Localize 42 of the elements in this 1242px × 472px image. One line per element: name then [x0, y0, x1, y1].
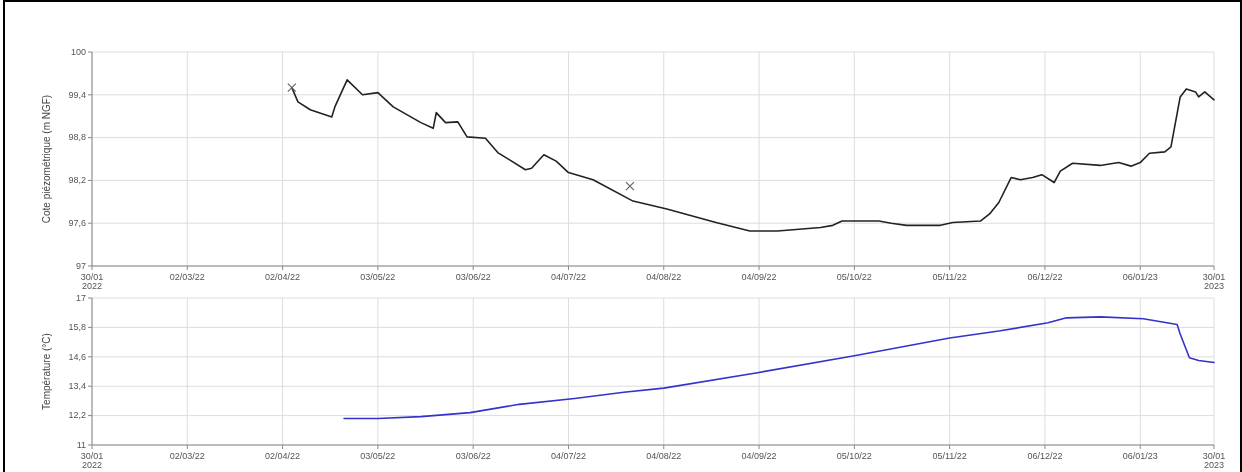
- x-tick-label: 03/05/22: [360, 272, 396, 282]
- y-tick-label: 14,6: [68, 351, 86, 362]
- x-tick-label: 03/06/22: [455, 272, 491, 282]
- x-tick-label: 30/01 2023: [1202, 272, 1226, 291]
- line-series: [291, 79, 1215, 232]
- y-tick-label: 97: [75, 260, 86, 271]
- x-tick-label: 30/01 2022: [80, 272, 104, 291]
- x-tick-label: 06/12/22: [1027, 451, 1063, 461]
- y-tick-label: 98,8: [68, 132, 86, 143]
- y-tick-label: 98,2: [68, 175, 86, 186]
- y-tick-label: 17: [75, 292, 86, 303]
- y-tick-label: 100: [70, 46, 86, 57]
- x-tick-label: 05/11/22: [932, 451, 967, 461]
- y-axis-title: Cote piézométrique (m NGF): [41, 94, 52, 224]
- x-tick-label: 06/01/23: [1122, 451, 1158, 461]
- x-tick-label: 02/03/22: [169, 272, 205, 282]
- x-tick-label: 04/09/22: [741, 451, 777, 461]
- x-tick-label: 02/04/22: [265, 451, 301, 461]
- x-tick-label: 05/10/22: [836, 272, 872, 282]
- y-axis-title: Température (°C): [41, 333, 52, 410]
- x-tick-label: 04/08/22: [646, 451, 682, 461]
- x-tick-label: 30/01 2022: [80, 451, 104, 470]
- y-tick-label: 11: [76, 439, 86, 450]
- y-tick-label: 97,6: [68, 218, 86, 229]
- y-tick-label: 13,4: [68, 381, 86, 392]
- x-tick-label: 04/08/22: [646, 272, 682, 282]
- x-tick-label: 04/07/22: [550, 451, 586, 461]
- x-tick-label: 03/06/22: [455, 451, 491, 461]
- y-tick-label: 99,4: [68, 89, 86, 100]
- x-tick-label: 04/09/22: [741, 272, 777, 282]
- x-tick-label: 02/03/22: [169, 451, 205, 461]
- line-series: [343, 316, 1215, 420]
- y-tick-label: 12,2: [68, 410, 86, 421]
- x-tick-label: 04/07/22: [550, 272, 586, 282]
- x-tick-label: 30/01 2023: [1202, 451, 1226, 470]
- x-tick-label: 05/11/22: [932, 272, 967, 282]
- x-tick-label: 06/01/23: [1122, 272, 1158, 282]
- y-tick-label: 15,8: [68, 322, 86, 333]
- x-tick-label: 02/04/22: [265, 272, 301, 282]
- x-tick-label: 03/05/22: [360, 451, 396, 461]
- x-tick-label: 06/12/22: [1027, 272, 1063, 282]
- x-tick-label: 05/10/22: [836, 451, 872, 461]
